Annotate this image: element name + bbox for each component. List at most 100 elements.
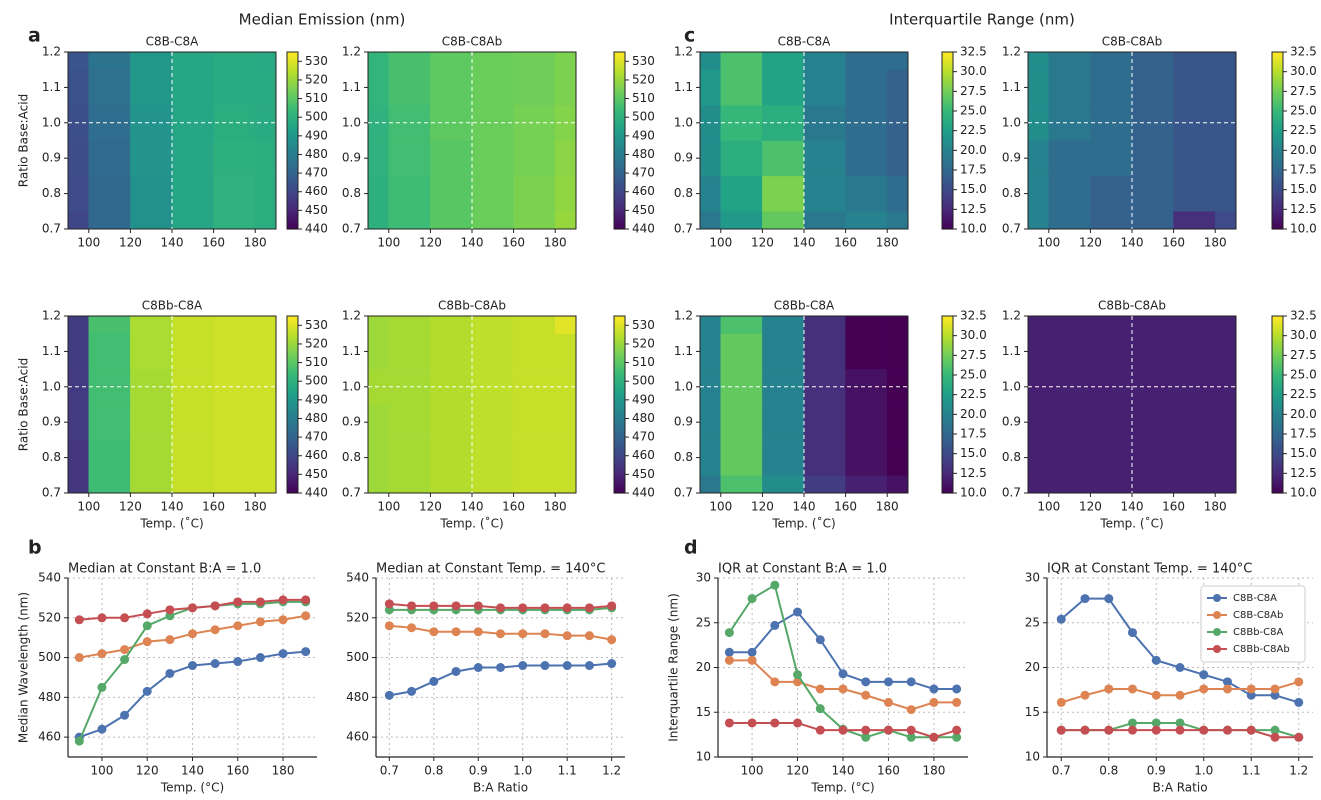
colorbar-segment xyxy=(1272,357,1283,361)
x-tick-label: 120 xyxy=(119,500,142,514)
colorbar-segment xyxy=(1272,152,1283,156)
x-tick-label: 100 xyxy=(709,500,732,514)
x-tick-label: 120 xyxy=(419,236,442,250)
colorbar-segment xyxy=(1272,348,1283,352)
x-tick-label: 160 xyxy=(202,236,225,250)
contour-cell xyxy=(513,475,556,494)
contour-cell xyxy=(1027,69,1050,106)
colorbar-segment xyxy=(942,463,953,468)
section-heading: Median Emission (nm) xyxy=(239,11,406,29)
contour-cell xyxy=(130,315,173,334)
contour-cell xyxy=(845,51,888,70)
y-tick-label: 0.8 xyxy=(1002,450,1021,464)
colorbar-segment xyxy=(942,339,953,344)
colorbar-segment xyxy=(614,481,625,485)
colorbar-segment xyxy=(942,196,953,201)
colorbar-segment xyxy=(614,196,625,201)
contour-cell xyxy=(88,315,131,334)
colorbar-tick-label: 10.0 xyxy=(960,222,987,236)
data-point xyxy=(861,677,871,687)
colorbar-segment xyxy=(614,383,625,388)
colorbar-segment xyxy=(614,469,625,473)
colorbar-segment xyxy=(614,226,625,230)
contour-cell xyxy=(67,69,90,106)
x-tick-label: 100 xyxy=(741,764,764,778)
x-tick-label: 120 xyxy=(136,764,159,778)
y-tick-label: 10 xyxy=(696,750,711,764)
y-tick-label: 0.9 xyxy=(1002,151,1021,165)
colorbar-tick-label: 20.0 xyxy=(960,407,987,421)
colorbar-tick-label: 17.5 xyxy=(960,163,987,177)
colorbar-segment xyxy=(942,360,953,364)
colorbar-tick-label: 510 xyxy=(632,91,655,105)
contour-cell xyxy=(254,475,277,494)
colorbar-segment xyxy=(942,481,953,485)
data-point xyxy=(1080,725,1090,735)
contour-cell xyxy=(720,368,763,405)
colorbar-segment xyxy=(614,386,625,391)
colorbar-segment xyxy=(1272,472,1283,476)
colorbar-segment xyxy=(614,366,625,370)
data-point xyxy=(74,653,84,663)
contour-cell xyxy=(513,175,556,212)
colorbar-segment xyxy=(942,389,953,394)
y-tick-label: 1.2 xyxy=(342,309,361,323)
contour-cell xyxy=(171,104,214,141)
colorbar-segment xyxy=(287,425,298,429)
colorbar-segment xyxy=(942,96,953,100)
colorbar-segment xyxy=(614,202,625,206)
colorbar-segment xyxy=(1272,360,1283,364)
x-tick-label: 140 xyxy=(832,764,855,778)
colorbar-tick-label: 470 xyxy=(632,430,655,444)
colorbar-segment xyxy=(1272,178,1283,183)
colorbar-segment xyxy=(287,57,298,62)
contour-cell xyxy=(803,175,846,212)
contour-cell xyxy=(1048,404,1091,441)
colorbar-segment xyxy=(614,431,625,435)
colorbar-segment xyxy=(287,111,298,115)
colorbar-segment xyxy=(942,226,953,230)
data-point xyxy=(883,725,893,735)
colorbar-segment xyxy=(1272,439,1283,444)
x-tick-label: 1.1 xyxy=(1242,764,1261,778)
data-point xyxy=(407,686,417,696)
colorbar-segment xyxy=(614,220,625,224)
colorbar-tick-label: 460 xyxy=(632,184,655,198)
data-point xyxy=(1151,655,1161,665)
colorbar-segment xyxy=(287,170,298,174)
data-point xyxy=(451,666,461,676)
contour-cell xyxy=(67,475,90,494)
y-tick-label: 1.1 xyxy=(342,344,361,358)
contour-cell xyxy=(367,69,390,106)
colorbar-segment xyxy=(287,375,298,379)
data-point xyxy=(1199,670,1209,680)
colorbar-tick-label: 20.0 xyxy=(1290,407,1317,421)
y-tick-label: 0.7 xyxy=(42,486,61,500)
colorbar-tick-label: 10.0 xyxy=(1290,222,1317,236)
colorbar-tick-label: 480 xyxy=(632,411,655,425)
x-tick-label: 100 xyxy=(91,764,114,778)
colorbar-segment xyxy=(614,333,625,338)
contour-cell xyxy=(720,475,763,494)
y-tick-label: 500 xyxy=(38,650,61,664)
contour-cell xyxy=(388,175,431,212)
data-point xyxy=(384,690,394,700)
x-axis-label: Temp. (˚C) xyxy=(1099,516,1163,531)
contour-cell xyxy=(254,140,277,177)
contour-cell xyxy=(886,475,909,494)
colorbar-segment xyxy=(287,87,298,91)
colorbar-segment xyxy=(287,116,298,121)
contour-cell xyxy=(213,51,256,70)
data-point xyxy=(793,607,803,617)
colorbar-segment xyxy=(614,372,625,376)
colorbar-segment xyxy=(287,392,298,397)
colorbar-segment xyxy=(1272,436,1283,441)
data-point xyxy=(1199,725,1209,735)
colorbar-segment xyxy=(614,348,625,352)
data-point xyxy=(1223,684,1232,694)
contour-cell xyxy=(430,475,473,494)
colorbar-segment xyxy=(287,134,298,139)
data-point xyxy=(724,628,734,638)
colorbar-segment xyxy=(942,469,953,473)
contour-cell xyxy=(886,404,909,441)
